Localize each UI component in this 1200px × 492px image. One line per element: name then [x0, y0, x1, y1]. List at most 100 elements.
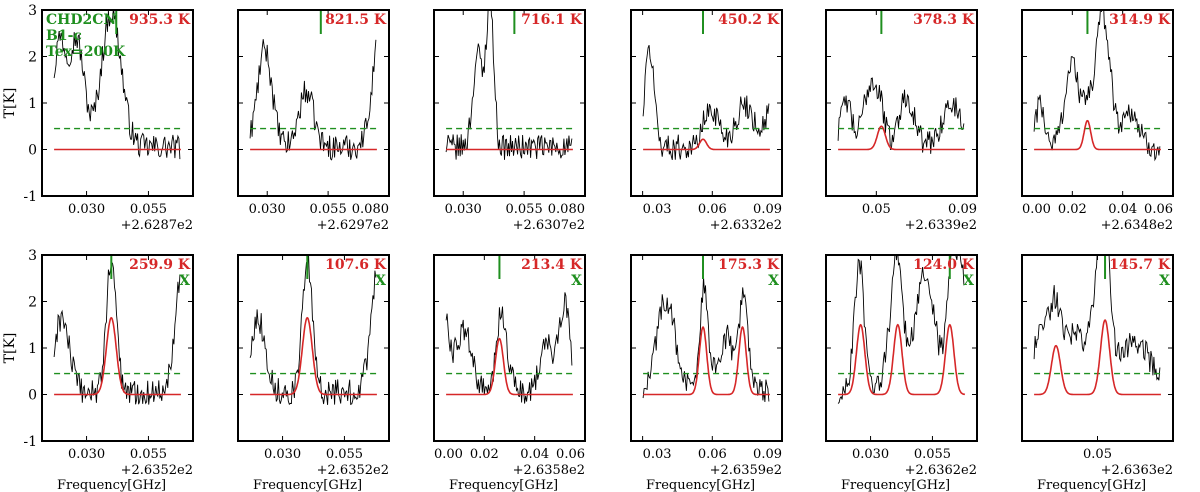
x-tick-label: 0.00: [1022, 202, 1051, 217]
spectrum-panel: 0.05 0.09+2.6339e2 378.3 K: [825, 9, 978, 233]
y-tick-label: 3: [28, 248, 37, 264]
x-tick-label: 0.00: [434, 447, 463, 462]
species-annotation: CHD2CN: [46, 12, 116, 28]
observed-spectrum-line: [837, 255, 965, 404]
x-tick-label: 0.06: [556, 447, 585, 462]
upper-energy-label: 145.7 K: [1109, 257, 1171, 273]
y-axis-label: T[K]: [2, 88, 18, 119]
upper-energy-label: 450.2 K: [718, 12, 780, 28]
plot-area: [249, 10, 377, 161]
model-spectrum-line: [250, 316, 377, 396]
observed-spectrum-line: [642, 44, 770, 161]
x-tick-label: 0.080: [352, 202, 389, 217]
plot-area: [837, 255, 966, 404]
x-axis-label: Frequency[GHz]: [253, 478, 362, 492]
plot-area: [53, 10, 181, 160]
y-tick-label: 1: [28, 341, 37, 357]
x-tick-label: 0.05: [862, 202, 891, 217]
plot-area: [642, 255, 770, 403]
y-tick-label: 1: [28, 96, 37, 112]
y-tick-label: -1: [23, 189, 37, 205]
x-offset-label: +2.6332e2: [710, 218, 782, 233]
upper-energy-label: 716.1 K: [521, 12, 583, 28]
y-tick-label: 3: [28, 3, 37, 19]
y-tick-label: 0: [28, 143, 37, 159]
x-offset-label: +2.6307e2: [513, 218, 585, 233]
upper-energy-label: 314.9 K: [1109, 12, 1171, 28]
x-tick-label: 0.030: [68, 202, 105, 217]
excluded-mark: X: [963, 273, 974, 289]
x-tick-label: 0.06: [698, 447, 727, 462]
x-tick-label: 0.055: [310, 202, 347, 217]
upper-energy-label: 213.4 K: [521, 257, 583, 273]
model-spectrum-line: [643, 326, 770, 396]
x-tick-label: 0.02: [1058, 202, 1087, 217]
model-spectrum-line: [1034, 319, 1161, 396]
x-offset-label: +2.6362e2: [905, 463, 977, 478]
axes-frame: [1021, 9, 1174, 197]
x-tick-label: 0.09: [753, 202, 782, 217]
x-tick-label: 0.03: [643, 202, 672, 217]
model-spectrum-line: [446, 337, 573, 396]
species-annotation: B1-c: [46, 28, 82, 44]
plot-area: [445, 255, 573, 404]
x-tick-label: 0.09: [948, 202, 977, 217]
plot-area: [445, 10, 573, 160]
spectrum-panel: 0.030 0.055 0.080+2.6297e2 821.5 K: [237, 9, 390, 233]
model-spectrum-line: [1034, 119, 1161, 151]
excluded-mark: X: [768, 273, 779, 289]
observed-spectrum-line: [837, 77, 965, 154]
x-tick-label: 0.04: [1108, 202, 1137, 217]
x-offset-label: +2.6348e2: [1101, 218, 1173, 233]
x-tick-label: 0.055: [130, 202, 167, 217]
x-tick-label: 0.04: [520, 447, 549, 462]
x-axis-label: Frequency[GHz]: [1037, 478, 1146, 492]
x-tick-label: 0.030: [249, 202, 286, 217]
x-tick-label: 0.030: [68, 447, 105, 462]
axes-frame: [1021, 254, 1174, 442]
x-tick-label: 0.09: [753, 447, 782, 462]
observed-spectrum-line: [249, 255, 377, 406]
excluded-mark: X: [571, 273, 582, 289]
plot-area: [53, 255, 181, 405]
model-spectrum-line: [838, 125, 965, 151]
spectrum-panel: -1 0 1 2 3 T[K] 0.030 0.055+2.6287e2 935.3 K CHD2…: [2, 3, 194, 233]
x-offset-label: +2.6358e2: [513, 463, 585, 478]
x-axis-label: Frequency[GHz]: [841, 478, 950, 492]
x-offset-label: +2.6297e2: [317, 218, 389, 233]
x-offset-label: +2.6352e2: [121, 463, 193, 478]
x-tick-label: 0.055: [326, 447, 363, 462]
x-tick-label: 0.030: [445, 202, 482, 217]
x-offset-label: +2.6363e2: [1101, 463, 1173, 478]
plot-area: [249, 255, 377, 406]
x-tick-label: 0.03: [643, 447, 672, 462]
observed-spectrum-line: [53, 261, 181, 405]
spectrum-panel: 0.03 0.06 0.09+2.6332e2 450.2 K: [630, 9, 783, 233]
model-spectrum-line: [643, 138, 770, 151]
upper-energy-label: 107.6 K: [325, 257, 387, 273]
x-tick-label: 0.030: [264, 447, 301, 462]
axes-frame: [433, 9, 586, 197]
excluded-mark: X: [375, 273, 386, 289]
upper-energy-label: 124.0 K: [913, 257, 975, 273]
plot-area: [837, 10, 965, 154]
plot-area: [642, 10, 770, 161]
x-tick-label: 0.06: [698, 202, 727, 217]
y-tick-label: 2: [28, 295, 37, 311]
excluded-mark: X: [179, 273, 190, 289]
upper-energy-label: 259.9 K: [129, 257, 191, 273]
observed-spectrum-line: [1033, 10, 1161, 162]
axes-frame: [41, 254, 194, 442]
upper-energy-label: 175.3 K: [718, 257, 780, 273]
x-tick-label: 0.06: [1144, 202, 1173, 217]
observed-spectrum-line: [642, 276, 770, 403]
upper-energy-label: 935.3 K: [129, 12, 191, 28]
plot-area: [1033, 10, 1161, 162]
observed-spectrum-line: [249, 39, 377, 161]
x-tick-label: 0.02: [470, 447, 499, 462]
x-offset-label: +2.6339e2: [905, 218, 977, 233]
